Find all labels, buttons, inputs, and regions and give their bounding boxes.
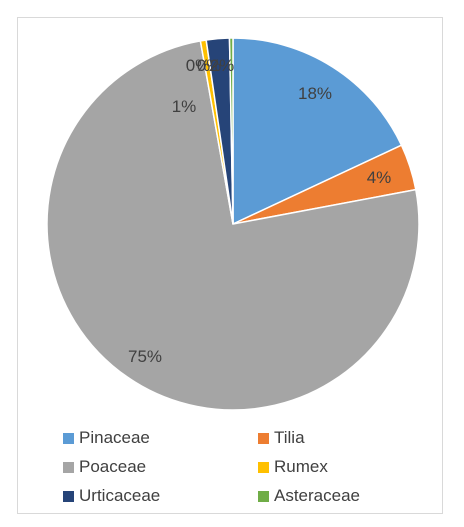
data-label-extra: 1% bbox=[172, 97, 197, 116]
data-label-urticaceae: 2% bbox=[210, 56, 235, 75]
data-label-pinaceae: 18% bbox=[298, 84, 332, 103]
pie-slice-pinaceae bbox=[232, 37, 403, 226]
data-label-rumex: 0% bbox=[186, 56, 211, 75]
pie-slice-poaceae bbox=[46, 40, 420, 411]
data-label-asteraceae: 0% bbox=[197, 56, 222, 75]
pie-slice-asteraceae bbox=[228, 37, 234, 225]
data-label-poaceae: 75% bbox=[128, 347, 162, 366]
data-label-tilia: 4% bbox=[367, 168, 392, 187]
